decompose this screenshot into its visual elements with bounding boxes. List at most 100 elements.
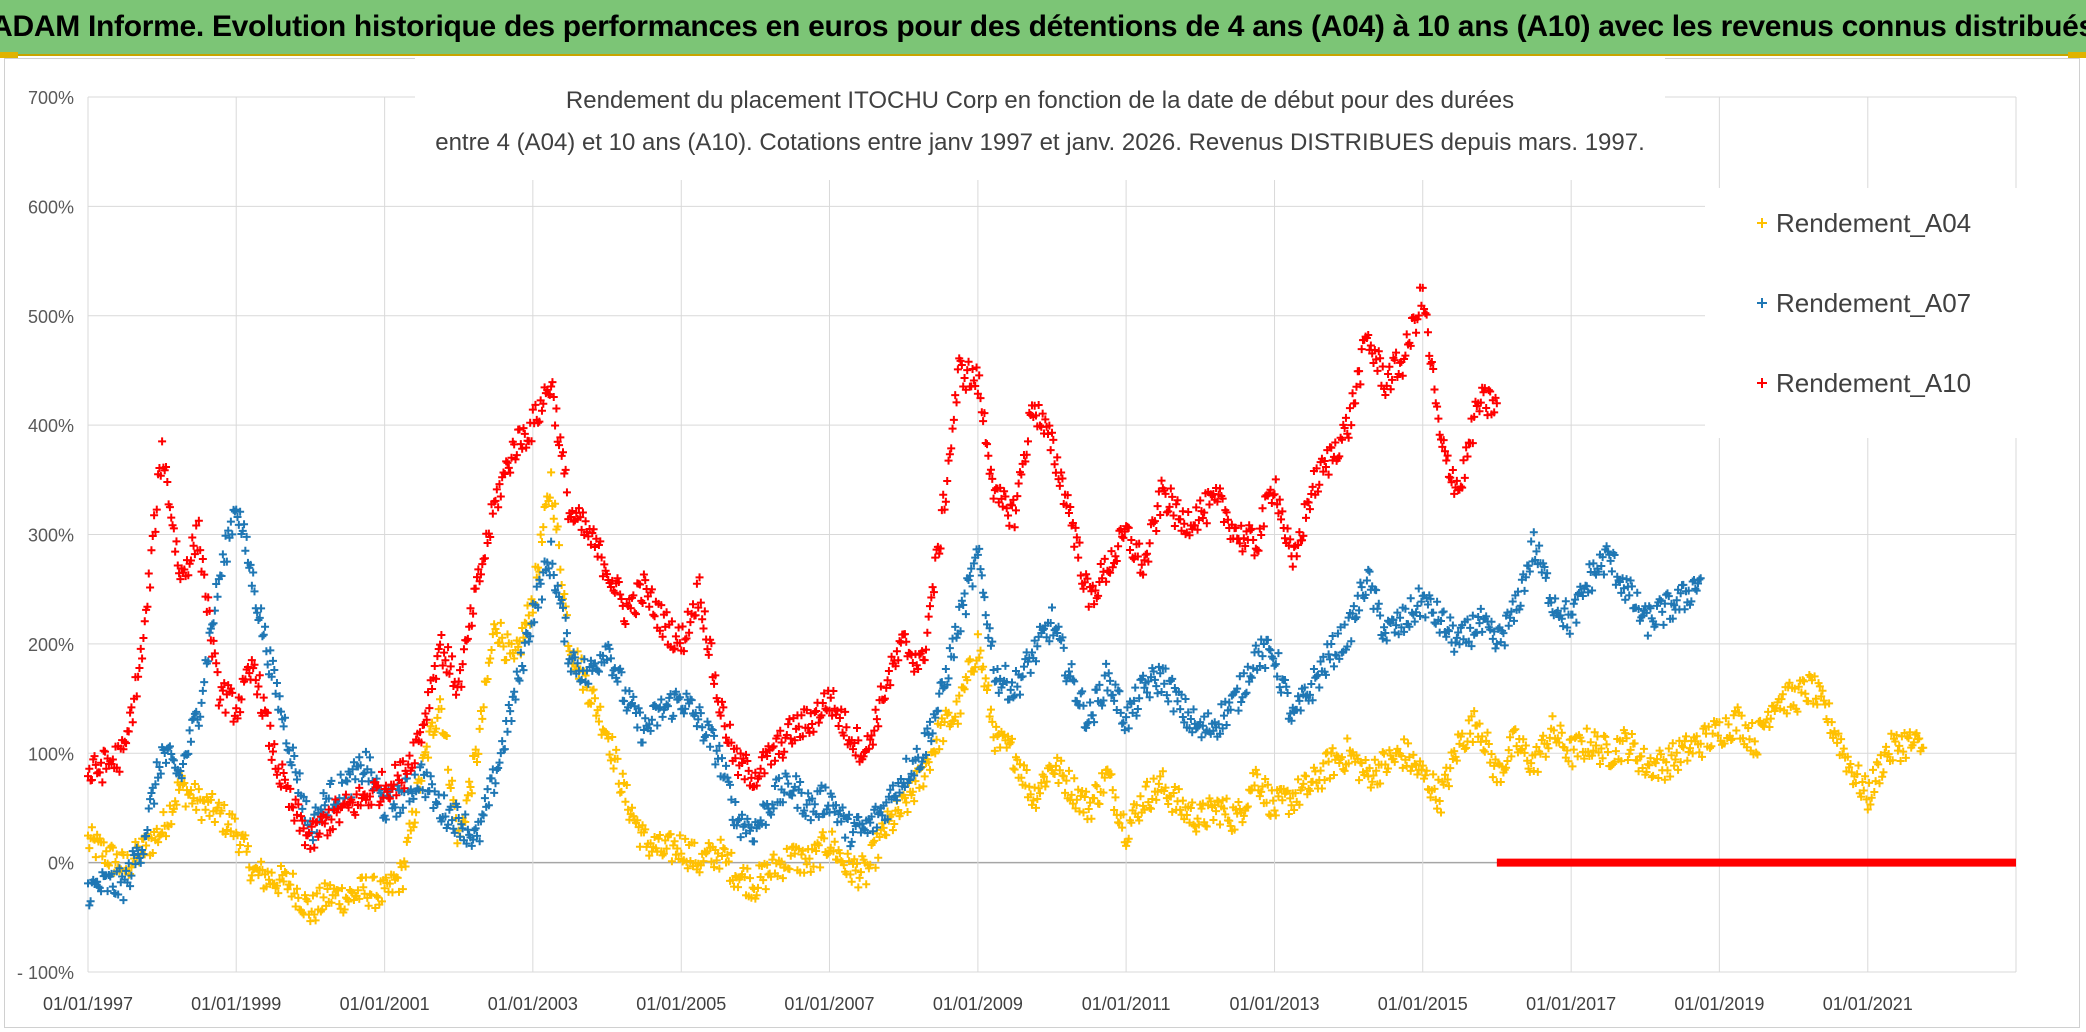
data-marker [148, 531, 157, 540]
data-marker [282, 739, 291, 748]
data-marker [294, 800, 303, 809]
data-marker [633, 723, 642, 732]
data-marker [1598, 754, 1607, 763]
data-marker [268, 747, 277, 756]
data-marker [192, 805, 201, 814]
data-marker [1143, 777, 1152, 786]
data-marker [163, 478, 172, 487]
data-marker [1625, 591, 1634, 600]
data-marker [1599, 731, 1608, 740]
data-marker [1287, 716, 1296, 725]
data-marker [910, 771, 919, 780]
data-marker [234, 848, 243, 857]
data-marker [1343, 642, 1352, 651]
data-marker [1895, 741, 1904, 750]
data-marker [1389, 615, 1398, 624]
data-marker [539, 523, 548, 532]
data-marker [600, 560, 609, 569]
data-marker [696, 709, 705, 718]
data-marker [925, 717, 934, 726]
data-marker [190, 780, 199, 789]
report-banner: ADAM Informe. Evolution historique des p… [0, 0, 2086, 56]
data-marker [846, 842, 855, 851]
data-marker [952, 633, 961, 642]
data-marker [1258, 652, 1267, 661]
data-marker [1368, 777, 1377, 786]
data-marker [584, 679, 593, 688]
data-marker [299, 824, 308, 833]
data-marker [152, 824, 161, 833]
data-marker [288, 743, 297, 752]
data-marker [1087, 814, 1096, 823]
data-marker [274, 889, 283, 898]
data-marker [1656, 750, 1665, 759]
data-marker [694, 715, 703, 724]
data-marker [1257, 787, 1266, 796]
data-marker [1446, 613, 1455, 622]
data-marker [551, 421, 560, 430]
data-marker [698, 723, 707, 732]
data-marker [461, 810, 470, 819]
data-marker [1667, 751, 1676, 760]
data-marker [1646, 754, 1655, 763]
data-marker [922, 645, 931, 654]
data-marker [151, 527, 160, 536]
data-marker [735, 815, 744, 824]
data-marker [1777, 695, 1786, 704]
data-marker [1404, 739, 1413, 748]
data-marker [641, 825, 650, 834]
data-marker [1421, 771, 1430, 780]
data-marker [984, 451, 993, 460]
data-marker [95, 834, 104, 843]
data-marker [1247, 785, 1256, 794]
data-marker [440, 791, 449, 800]
data-marker [176, 575, 185, 584]
data-marker [367, 890, 376, 899]
data-marker [1421, 613, 1430, 622]
data-marker [1603, 747, 1612, 756]
data-marker [941, 497, 950, 506]
data-marker [912, 744, 921, 753]
data-marker [1798, 676, 1807, 685]
data-marker [928, 729, 937, 738]
data-marker [536, 530, 545, 539]
data-marker [213, 803, 222, 812]
data-marker [975, 544, 984, 553]
data-marker [1891, 737, 1900, 746]
data-marker [1821, 700, 1830, 709]
data-marker [1678, 742, 1687, 751]
data-marker [453, 839, 462, 848]
data-marker [1103, 686, 1112, 695]
data-marker [1753, 750, 1762, 759]
data-marker [1879, 768, 1888, 777]
data-marker [290, 816, 299, 825]
data-marker [808, 845, 817, 854]
data-marker [1271, 475, 1280, 484]
data-marker [681, 704, 690, 713]
data-marker [920, 772, 929, 781]
data-marker [220, 801, 229, 810]
x-tick-label: 01/01/2007 [784, 994, 874, 1014]
data-marker [487, 774, 496, 783]
data-marker [180, 779, 189, 788]
data-marker [1149, 667, 1158, 676]
data-marker [1672, 748, 1681, 757]
data-marker [514, 642, 523, 651]
data-marker [143, 602, 152, 611]
data-marker [594, 717, 603, 726]
x-tick-label: 01/01/1999 [191, 994, 281, 1014]
data-marker [1590, 728, 1599, 737]
data-marker [1305, 786, 1314, 795]
data-marker [590, 694, 599, 703]
data-marker [361, 747, 370, 756]
data-marker [1426, 594, 1435, 603]
data-marker [1079, 584, 1088, 593]
data-marker [902, 754, 911, 763]
data-marker [475, 837, 484, 846]
data-marker [833, 855, 842, 864]
data-marker [1370, 755, 1379, 764]
data-marker [1157, 476, 1166, 485]
data-marker [1222, 794, 1231, 803]
data-marker [884, 667, 893, 676]
data-marker [1055, 481, 1064, 490]
